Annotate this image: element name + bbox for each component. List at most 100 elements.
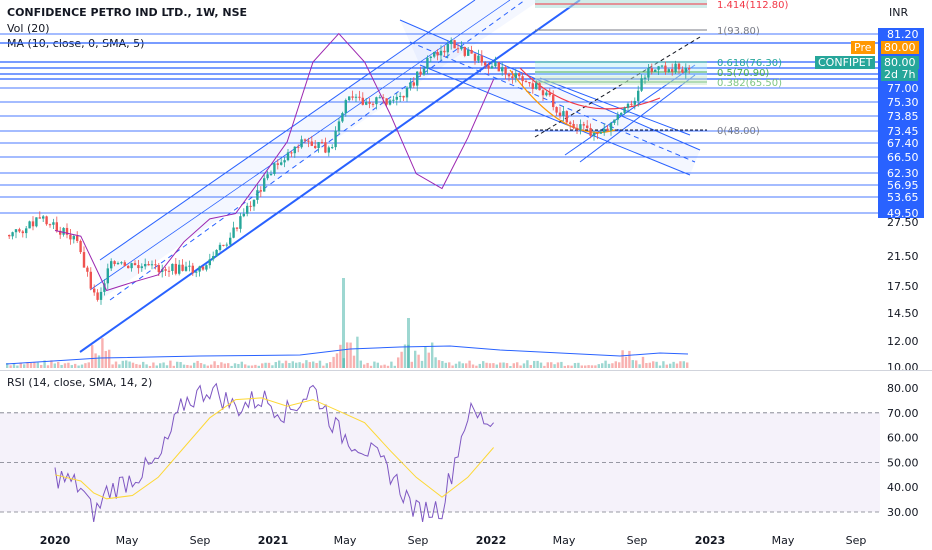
volume-bar xyxy=(505,363,509,368)
volume-bar xyxy=(291,361,294,368)
volume-bar xyxy=(108,349,111,368)
volume-bar xyxy=(560,361,563,368)
volume-bar xyxy=(641,356,645,368)
candle-body xyxy=(609,122,613,131)
volume-bar xyxy=(424,346,427,368)
volume-bar xyxy=(210,364,213,368)
fib-level-label: 0(48.00) xyxy=(717,126,760,137)
price-axis-currency: INR xyxy=(889,6,909,19)
symbol-tag[interactable]: CONFIPET xyxy=(815,56,876,69)
price-axis-tick: 77.00 xyxy=(887,82,919,95)
volume-bar xyxy=(482,361,485,368)
candle-body xyxy=(320,142,324,144)
candle-body xyxy=(378,97,381,99)
candle-body xyxy=(409,82,412,88)
volume-bar xyxy=(29,363,33,368)
candle-body xyxy=(589,128,592,136)
volume-bar xyxy=(244,364,247,368)
volume-bar xyxy=(223,363,226,368)
rsi-axis-tick: 30.00 xyxy=(887,506,919,519)
rsi-axis-tick: 50.00 xyxy=(887,456,919,469)
candle-body xyxy=(640,78,643,91)
volume-bar xyxy=(665,364,668,368)
volume-bar xyxy=(227,363,230,368)
volume-bar xyxy=(403,344,407,368)
volume-bar xyxy=(111,364,114,368)
candle-body xyxy=(341,113,344,122)
candle-body xyxy=(538,83,541,91)
candle-body xyxy=(99,291,103,300)
volume-bar xyxy=(274,362,277,368)
volume-bar xyxy=(580,365,583,368)
volume-bar xyxy=(9,365,12,368)
chart-title: CONFIDENCE PETRO IND LTD., 1W, NSE xyxy=(7,6,248,19)
pane-separator[interactable] xyxy=(0,370,932,371)
candle-body xyxy=(76,235,79,241)
volume-bar xyxy=(176,361,179,368)
volume-indicator-label[interactable]: Vol (20) xyxy=(7,22,50,35)
volume-bar xyxy=(526,360,529,368)
volume-bar xyxy=(267,362,271,368)
candle-body xyxy=(375,97,378,105)
candle-body xyxy=(477,55,480,61)
volume-bar xyxy=(393,365,396,368)
volume-bar xyxy=(118,364,121,368)
candle-body xyxy=(518,73,521,77)
candle-body xyxy=(300,139,303,148)
candle-body xyxy=(218,244,222,250)
time-axis-tick: Sep xyxy=(408,534,429,547)
volume-bar xyxy=(652,361,655,368)
candle-body xyxy=(426,57,429,69)
volume-bar xyxy=(655,361,658,368)
volume-bar xyxy=(420,360,424,368)
candle-body xyxy=(45,216,48,225)
volume-bar xyxy=(475,365,478,368)
candle-body xyxy=(443,50,446,53)
pre-market-price-tag: 80.00 xyxy=(881,41,919,54)
rsi-axis-tick: 40.00 xyxy=(887,481,919,494)
volume-bar xyxy=(635,360,638,368)
rsi-indicator-label[interactable]: RSI (14, close, SMA, 14, 2) xyxy=(7,376,153,389)
time-axis-tick: May xyxy=(116,534,139,547)
volume-bar xyxy=(590,365,594,368)
rising-channel-inner-line xyxy=(89,0,511,291)
volume-bar xyxy=(546,362,549,368)
candle-body xyxy=(354,96,358,98)
volume-bar xyxy=(543,365,546,368)
candle-body xyxy=(592,132,596,136)
volume-bar xyxy=(352,355,356,368)
candle-body xyxy=(677,63,681,70)
volume-bar xyxy=(662,361,665,368)
volume-bar xyxy=(91,345,94,368)
candle-body xyxy=(456,48,460,50)
candle-body xyxy=(562,111,565,116)
candle-body xyxy=(620,112,623,115)
candle-body xyxy=(246,205,249,214)
volume-bar xyxy=(488,363,492,368)
candle-body xyxy=(416,71,419,86)
candle-body xyxy=(164,269,167,271)
volume-bar xyxy=(264,362,267,368)
candle-body xyxy=(276,163,279,165)
candle-body xyxy=(42,216,45,219)
volume-bar xyxy=(159,363,162,368)
volume-bar xyxy=(342,358,345,368)
volume-bar xyxy=(427,352,430,368)
rsi-axis-tick: 80.00 xyxy=(887,382,919,395)
rsi-band-fill xyxy=(0,412,880,512)
candle-body xyxy=(446,44,449,53)
price-axis-tick: 73.85 xyxy=(887,110,919,123)
candle-body xyxy=(569,122,572,124)
candle-body xyxy=(208,259,211,266)
volume-bar xyxy=(363,364,366,368)
candle-body xyxy=(545,92,548,96)
candle-body xyxy=(351,96,354,98)
price-axis-tick: 10.00 xyxy=(887,361,919,374)
volume-bar xyxy=(356,336,359,368)
candle-body xyxy=(637,90,640,101)
rising-channel-lower-line xyxy=(79,0,581,353)
volume-bar xyxy=(250,365,254,368)
volume-bar xyxy=(502,362,505,368)
rsi-axis-tick: 70.00 xyxy=(887,407,919,420)
